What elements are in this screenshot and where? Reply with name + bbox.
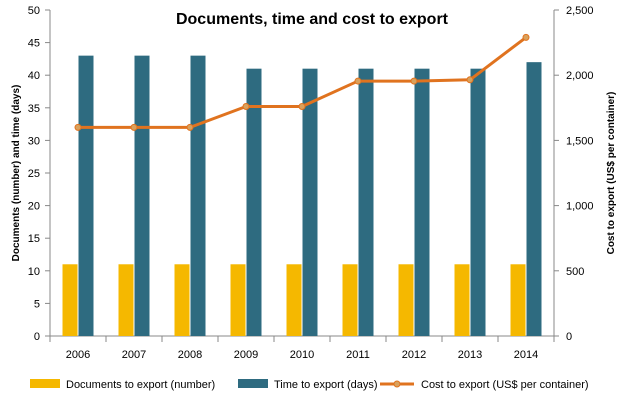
bar-documents bbox=[230, 264, 246, 336]
bar-time bbox=[470, 68, 486, 337]
y-tick-label: 0 bbox=[34, 331, 40, 343]
y-tick-label: 5 bbox=[34, 298, 40, 310]
y2-tick-label: 500 bbox=[566, 266, 584, 278]
x-tick-label: 2013 bbox=[458, 349, 482, 361]
bar-time bbox=[358, 68, 374, 337]
bar-documents bbox=[454, 264, 470, 336]
legend: Documents to export (number) Time to expo… bbox=[30, 379, 589, 391]
cost-point bbox=[298, 102, 306, 110]
y2-tick-label: 1,500 bbox=[566, 135, 594, 147]
y-tick-label: 15 bbox=[28, 233, 40, 245]
x-tick-label: 2008 bbox=[178, 349, 202, 361]
line-series bbox=[74, 33, 530, 131]
x-tick-label: 2007 bbox=[122, 349, 146, 361]
x-axis-ticks: 2006 2007 2008 2009 2010 2011 2012 2013 2014 bbox=[49, 336, 555, 361]
y2-tick-label: 2,000 bbox=[566, 70, 594, 82]
x-tick-label: 2012 bbox=[402, 349, 426, 361]
bar-series bbox=[62, 55, 542, 337]
x-tick-label: 2011 bbox=[346, 349, 370, 361]
bar-documents bbox=[286, 264, 302, 336]
right-axis-ticks: 0 500 1,000 1,500 2,000 2,500 bbox=[554, 5, 594, 343]
y2-tick-label: 2,500 bbox=[566, 5, 594, 17]
y-tick-label: 40 bbox=[28, 70, 40, 82]
legend-swatch-marker bbox=[393, 380, 401, 388]
bar-time bbox=[78, 55, 94, 336]
left-axis-ticks: 0 5 10 15 20 25 30 35 40 45 50 bbox=[28, 5, 50, 343]
bar-documents bbox=[174, 264, 190, 336]
bar-time bbox=[134, 55, 150, 336]
bar-time bbox=[190, 55, 206, 336]
y-tick-label: 35 bbox=[28, 103, 40, 115]
cost-point bbox=[354, 77, 362, 85]
legend-label: Documents to export (number) bbox=[66, 379, 215, 391]
bar-documents bbox=[510, 264, 526, 336]
bar-documents bbox=[62, 264, 78, 336]
bar-documents bbox=[118, 264, 134, 336]
y-tick-label: 50 bbox=[28, 5, 40, 17]
y2-tick-label: 0 bbox=[566, 331, 572, 343]
chart-title: Documents, time and cost to export bbox=[176, 11, 449, 28]
x-tick-label: 2006 bbox=[66, 349, 90, 361]
legend-swatch bbox=[30, 379, 60, 388]
bar-documents bbox=[398, 264, 414, 336]
y2-axis-title: Cost to export (US$ per container) bbox=[606, 92, 617, 255]
y-tick-label: 25 bbox=[28, 168, 40, 180]
y-tick-label: 20 bbox=[28, 201, 40, 213]
y2-tick-label: 1,000 bbox=[566, 201, 594, 213]
x-tick-label: 2009 bbox=[234, 349, 258, 361]
y-tick-label: 10 bbox=[28, 266, 40, 278]
y-tick-label: 30 bbox=[28, 135, 40, 147]
x-tick-label: 2010 bbox=[290, 349, 314, 361]
cost-point bbox=[466, 76, 474, 84]
cost-point bbox=[74, 123, 82, 131]
cost-point bbox=[522, 33, 530, 41]
x-tick-label: 2014 bbox=[514, 349, 538, 361]
cost-point bbox=[410, 77, 418, 85]
legend-label: Cost to export (US$ per container) bbox=[421, 379, 589, 391]
cost-point bbox=[186, 123, 194, 131]
cost-point bbox=[242, 102, 250, 110]
bar-time bbox=[246, 68, 262, 337]
bar-time bbox=[302, 68, 318, 337]
legend-swatch bbox=[238, 379, 268, 388]
bar-time bbox=[526, 62, 542, 336]
y-tick-label: 45 bbox=[28, 38, 40, 50]
bar-time bbox=[414, 68, 430, 337]
bar-documents bbox=[342, 264, 358, 336]
y-axis-title: Documents (number) and time (days) bbox=[11, 85, 22, 262]
legend-label: Time to export (days) bbox=[274, 379, 378, 391]
cost-point bbox=[130, 123, 138, 131]
